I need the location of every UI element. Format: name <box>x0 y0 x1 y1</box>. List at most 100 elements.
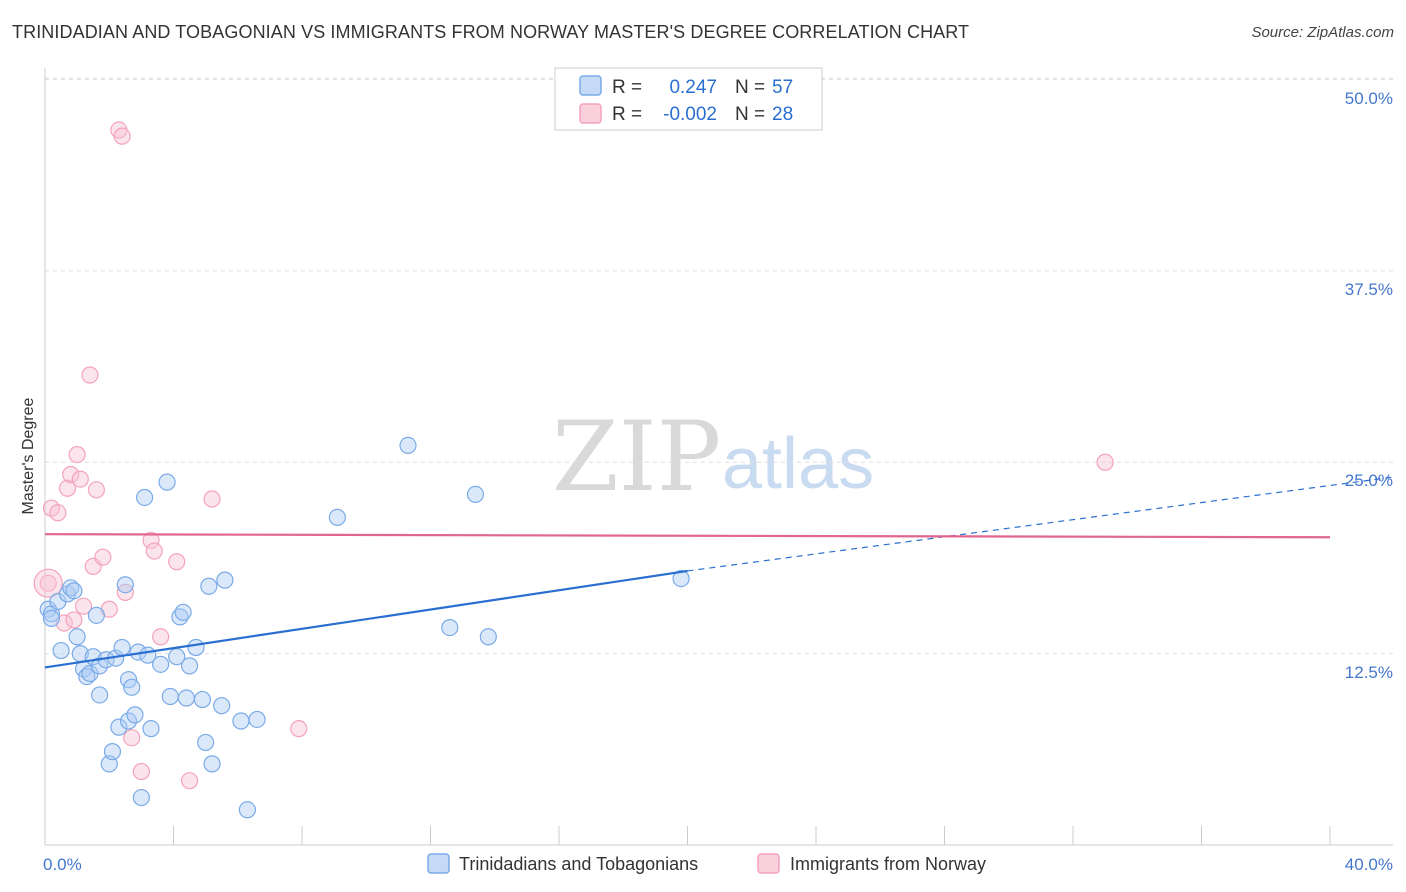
data-point <box>399 436 417 455</box>
data-point <box>145 542 163 560</box>
data-point <box>152 655 170 673</box>
data-point <box>126 706 144 724</box>
data-point <box>193 690 212 709</box>
data-point <box>466 485 485 504</box>
data-point <box>39 574 57 592</box>
data-point <box>49 504 67 522</box>
legend-r-label: R = <box>612 104 642 125</box>
legend-swatch-blue <box>579 75 602 96</box>
x-tick-label: 0.0% <box>43 855 82 874</box>
series-legend: Trinidadians and Tobagonians Immigrants … <box>427 853 986 874</box>
data-point <box>68 628 86 646</box>
data-point <box>135 488 154 507</box>
data-point <box>248 710 266 729</box>
data-point <box>142 531 160 549</box>
data-point <box>197 733 215 752</box>
data-point <box>158 473 176 491</box>
y-tick-label: 12.5% <box>1345 663 1393 682</box>
data-point <box>74 597 93 615</box>
data-point <box>161 687 179 706</box>
data-point <box>290 720 308 738</box>
source-label: Source: ZipAtlas.com <box>1251 24 1394 41</box>
series-immigrants-from-norway <box>33 121 1114 790</box>
grid <box>45 77 1393 655</box>
data-point <box>123 678 141 696</box>
data-point <box>52 641 70 660</box>
data-point <box>232 712 250 730</box>
data-point <box>216 571 234 589</box>
data-point <box>180 772 199 790</box>
legend-r-label: R = <box>612 77 642 98</box>
legend-pink-n: 28 <box>772 104 793 125</box>
data-point <box>91 686 109 704</box>
data-point <box>78 667 96 686</box>
data-point <box>168 553 186 571</box>
data-point <box>58 479 77 497</box>
legend-blue-r: 0.247 <box>669 77 717 98</box>
trend-lines <box>44 476 1394 669</box>
data-point <box>152 628 170 646</box>
data-point <box>672 570 690 588</box>
data-point <box>55 614 73 632</box>
y-tick-label: 37.5% <box>1345 280 1393 299</box>
legend-swatch-pink <box>757 853 780 874</box>
data-point <box>132 762 150 781</box>
trend-line-blue-extension <box>687 476 1394 572</box>
watermark-zip: ZIP <box>552 401 721 513</box>
data-point <box>187 638 205 657</box>
y-axis-label: Master's Degree <box>20 397 37 514</box>
data-point <box>238 801 256 819</box>
chart-title: TRINIDADIAN AND TOBAGONIAN VS IMMIGRANTS… <box>12 22 970 42</box>
data-point <box>132 788 150 807</box>
legend-pink-r: -0.002 <box>663 104 717 125</box>
data-point <box>113 638 131 657</box>
x-axis-ticks <box>44 826 1331 845</box>
data-point <box>200 577 218 595</box>
data-point <box>81 366 99 384</box>
data-point <box>94 548 112 566</box>
data-point <box>65 611 83 629</box>
data-point <box>62 579 80 597</box>
legend-series-blue: Trinidadians and Tobagonians <box>459 854 698 874</box>
data-point <box>91 657 109 675</box>
trend-line-pink <box>44 533 1331 539</box>
data-point <box>441 618 459 637</box>
data-point <box>113 127 131 145</box>
data-point <box>171 608 189 626</box>
x-tick-label: 40.0% <box>1345 855 1393 874</box>
data-point <box>142 720 160 738</box>
legend-swatch-pink <box>579 103 602 124</box>
correlation-legend: R = 0.247 N = 57 R = -0.002 N = 28 <box>554 67 823 131</box>
trend-line-blue <box>44 569 688 669</box>
data-point <box>87 606 106 624</box>
y-tick-label: 50.0% <box>1345 89 1393 108</box>
data-point <box>42 609 61 628</box>
data-point <box>177 689 195 707</box>
legend-series-pink: Immigrants from Norway <box>790 854 986 874</box>
data-point <box>213 697 231 715</box>
data-point <box>87 481 106 499</box>
data-point <box>110 718 128 736</box>
data-point <box>479 628 497 646</box>
data-point <box>68 445 86 464</box>
data-point <box>116 576 134 594</box>
legend-n-label: N = <box>735 104 765 125</box>
legend-n-label: N = <box>735 77 765 98</box>
data-point <box>65 582 83 600</box>
data-point-large <box>33 568 63 598</box>
legend-blue-n: 57 <box>772 77 793 98</box>
data-point <box>103 743 122 761</box>
data-point <box>203 490 221 508</box>
data-point <box>119 712 138 730</box>
series-trinidadians-and-tobagonians <box>39 436 690 819</box>
data-point <box>123 729 141 747</box>
data-point <box>62 465 80 484</box>
watermark-atlas: atlas <box>722 424 874 504</box>
data-point <box>203 755 221 773</box>
data-point <box>180 657 199 675</box>
data-point <box>174 603 192 621</box>
data-point <box>328 508 346 526</box>
legend-swatch-blue <box>427 853 450 874</box>
data-point <box>1096 453 1114 471</box>
